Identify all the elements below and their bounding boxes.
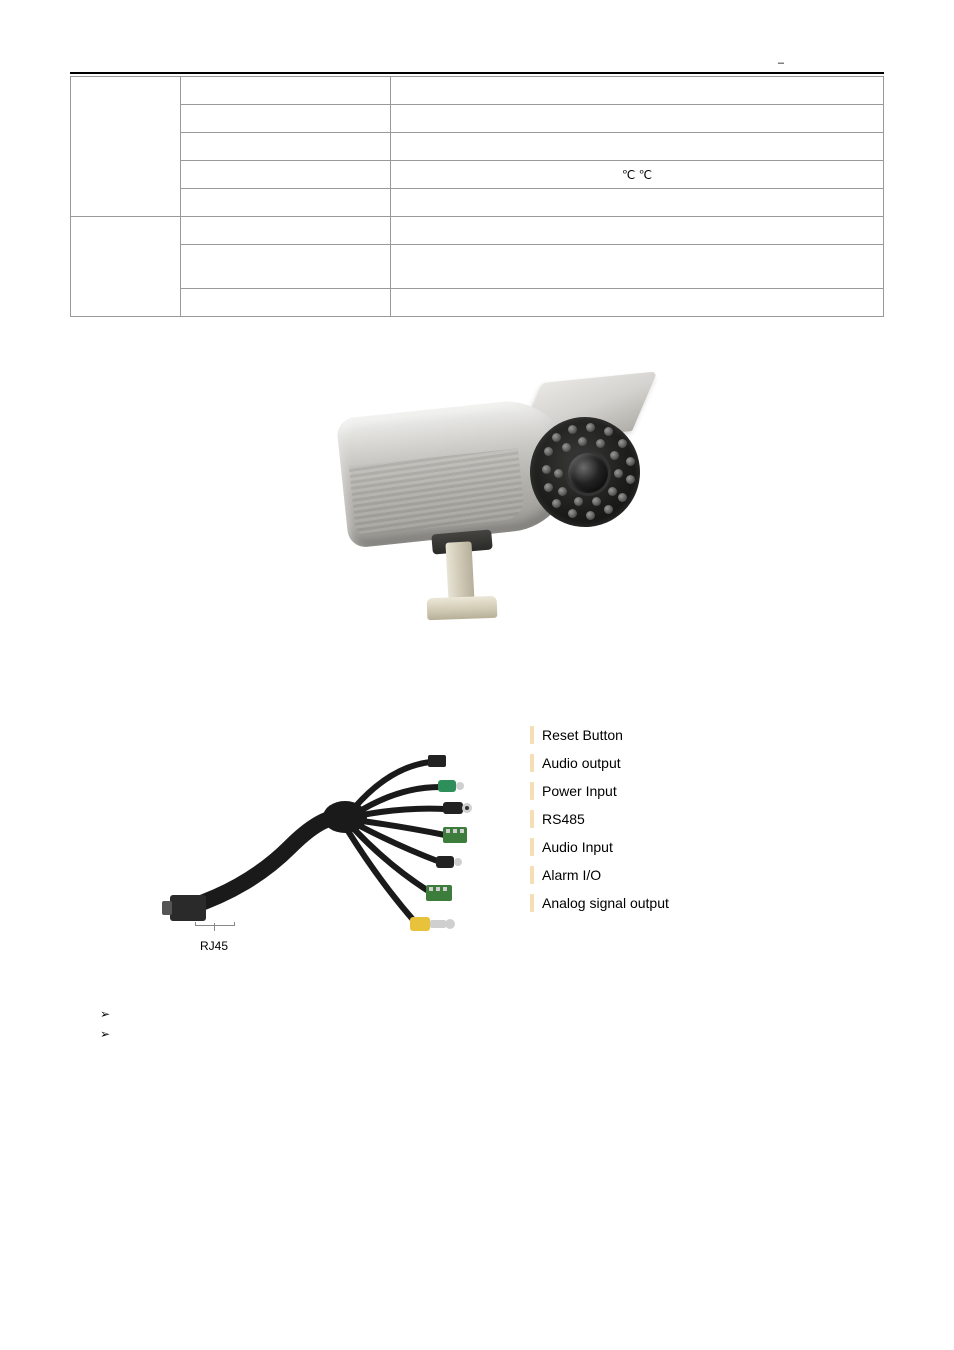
label-text: Reset Button <box>542 728 623 742</box>
ir-led <box>626 475 635 484</box>
label-analog: Analog signal output <box>530 889 669 917</box>
tick-icon <box>530 866 534 884</box>
list-item <box>100 1007 884 1027</box>
camera-mount-pole <box>445 541 474 602</box>
table-row <box>71 189 884 217</box>
spec-label <box>181 77 391 105</box>
spec-value <box>391 189 884 217</box>
spec-value <box>391 217 884 245</box>
label-text: Alarm I/O <box>542 868 601 882</box>
ir-led <box>544 447 553 456</box>
tick-icon <box>530 810 534 828</box>
spec-label <box>181 105 391 133</box>
spec-value-temp: ℃ ℃ <box>391 161 884 189</box>
rj45-bracket <box>195 925 235 933</box>
label-text: Analog signal output <box>542 896 669 910</box>
ir-led <box>604 427 613 436</box>
ir-led <box>568 509 577 518</box>
label-text: Power Input <box>542 784 617 798</box>
label-audio-out: Audio output <box>530 749 669 777</box>
bullet-list <box>70 1007 884 1047</box>
spec-value <box>391 105 884 133</box>
label-text: RS485 <box>542 812 585 826</box>
cable-svg <box>130 707 530 967</box>
list-item <box>100 1027 884 1047</box>
table-row <box>71 105 884 133</box>
ir-led <box>596 439 605 448</box>
spec-label <box>181 217 391 245</box>
ir-led <box>586 423 595 432</box>
page-header-rule: – <box>70 60 884 74</box>
ir-led <box>592 497 601 506</box>
tick-icon <box>530 754 534 772</box>
spec-value <box>391 77 884 105</box>
rj45-bracket-tick <box>214 923 215 931</box>
ir-led <box>626 457 635 466</box>
label-text: Audio output <box>542 756 621 770</box>
ir-led <box>610 451 619 460</box>
tick-icon <box>530 838 534 856</box>
ir-led <box>544 483 553 492</box>
cable-figure: RJ45 Reset Button Audio output Power Inp… <box>130 707 830 997</box>
ir-led <box>618 439 627 448</box>
ir-led <box>614 469 623 478</box>
ir-led <box>586 511 595 520</box>
spec-label <box>181 289 391 317</box>
tick-icon <box>530 726 534 744</box>
ir-led <box>542 465 551 474</box>
label-reset: Reset Button <box>530 721 669 749</box>
tick-icon <box>530 894 534 912</box>
ir-led <box>558 487 567 496</box>
spec-value <box>391 245 884 289</box>
table-row <box>71 133 884 161</box>
interface-labels: Reset Button Audio output Power Input RS… <box>530 721 669 917</box>
label-audio-in: Audio Input <box>530 833 669 861</box>
ir-led <box>608 487 617 496</box>
rj45-label: RJ45 <box>200 939 228 953</box>
spec-label <box>181 161 391 189</box>
ir-led <box>552 499 561 508</box>
ir-led <box>618 493 627 502</box>
spec-label <box>181 245 391 289</box>
ir-led <box>554 469 563 478</box>
spec-label <box>181 189 391 217</box>
table-row <box>71 289 884 317</box>
camera-figure <box>292 347 662 647</box>
label-rs485: RS485 <box>530 805 669 833</box>
camera-mount-base <box>427 596 498 620</box>
table-row: ℃ ℃ <box>71 161 884 189</box>
ir-led <box>578 437 587 446</box>
ir-led <box>552 433 561 442</box>
table-row <box>71 217 884 245</box>
spec-category <box>71 77 181 217</box>
table-row <box>71 77 884 105</box>
ir-led <box>568 425 577 434</box>
table-row <box>71 245 884 289</box>
label-power: Power Input <box>530 777 669 805</box>
tick-icon <box>530 782 534 800</box>
spec-category <box>71 217 181 317</box>
ir-led <box>562 443 571 452</box>
spec-value <box>391 133 884 161</box>
label-alarm: Alarm I/O <box>530 861 669 889</box>
spec-label <box>181 133 391 161</box>
spec-table: ℃ ℃ <box>70 76 884 317</box>
label-text: Audio Input <box>542 840 613 854</box>
header-dash: – <box>778 57 784 69</box>
spec-value <box>391 289 884 317</box>
ir-led <box>574 497 583 506</box>
ir-led <box>604 505 613 514</box>
